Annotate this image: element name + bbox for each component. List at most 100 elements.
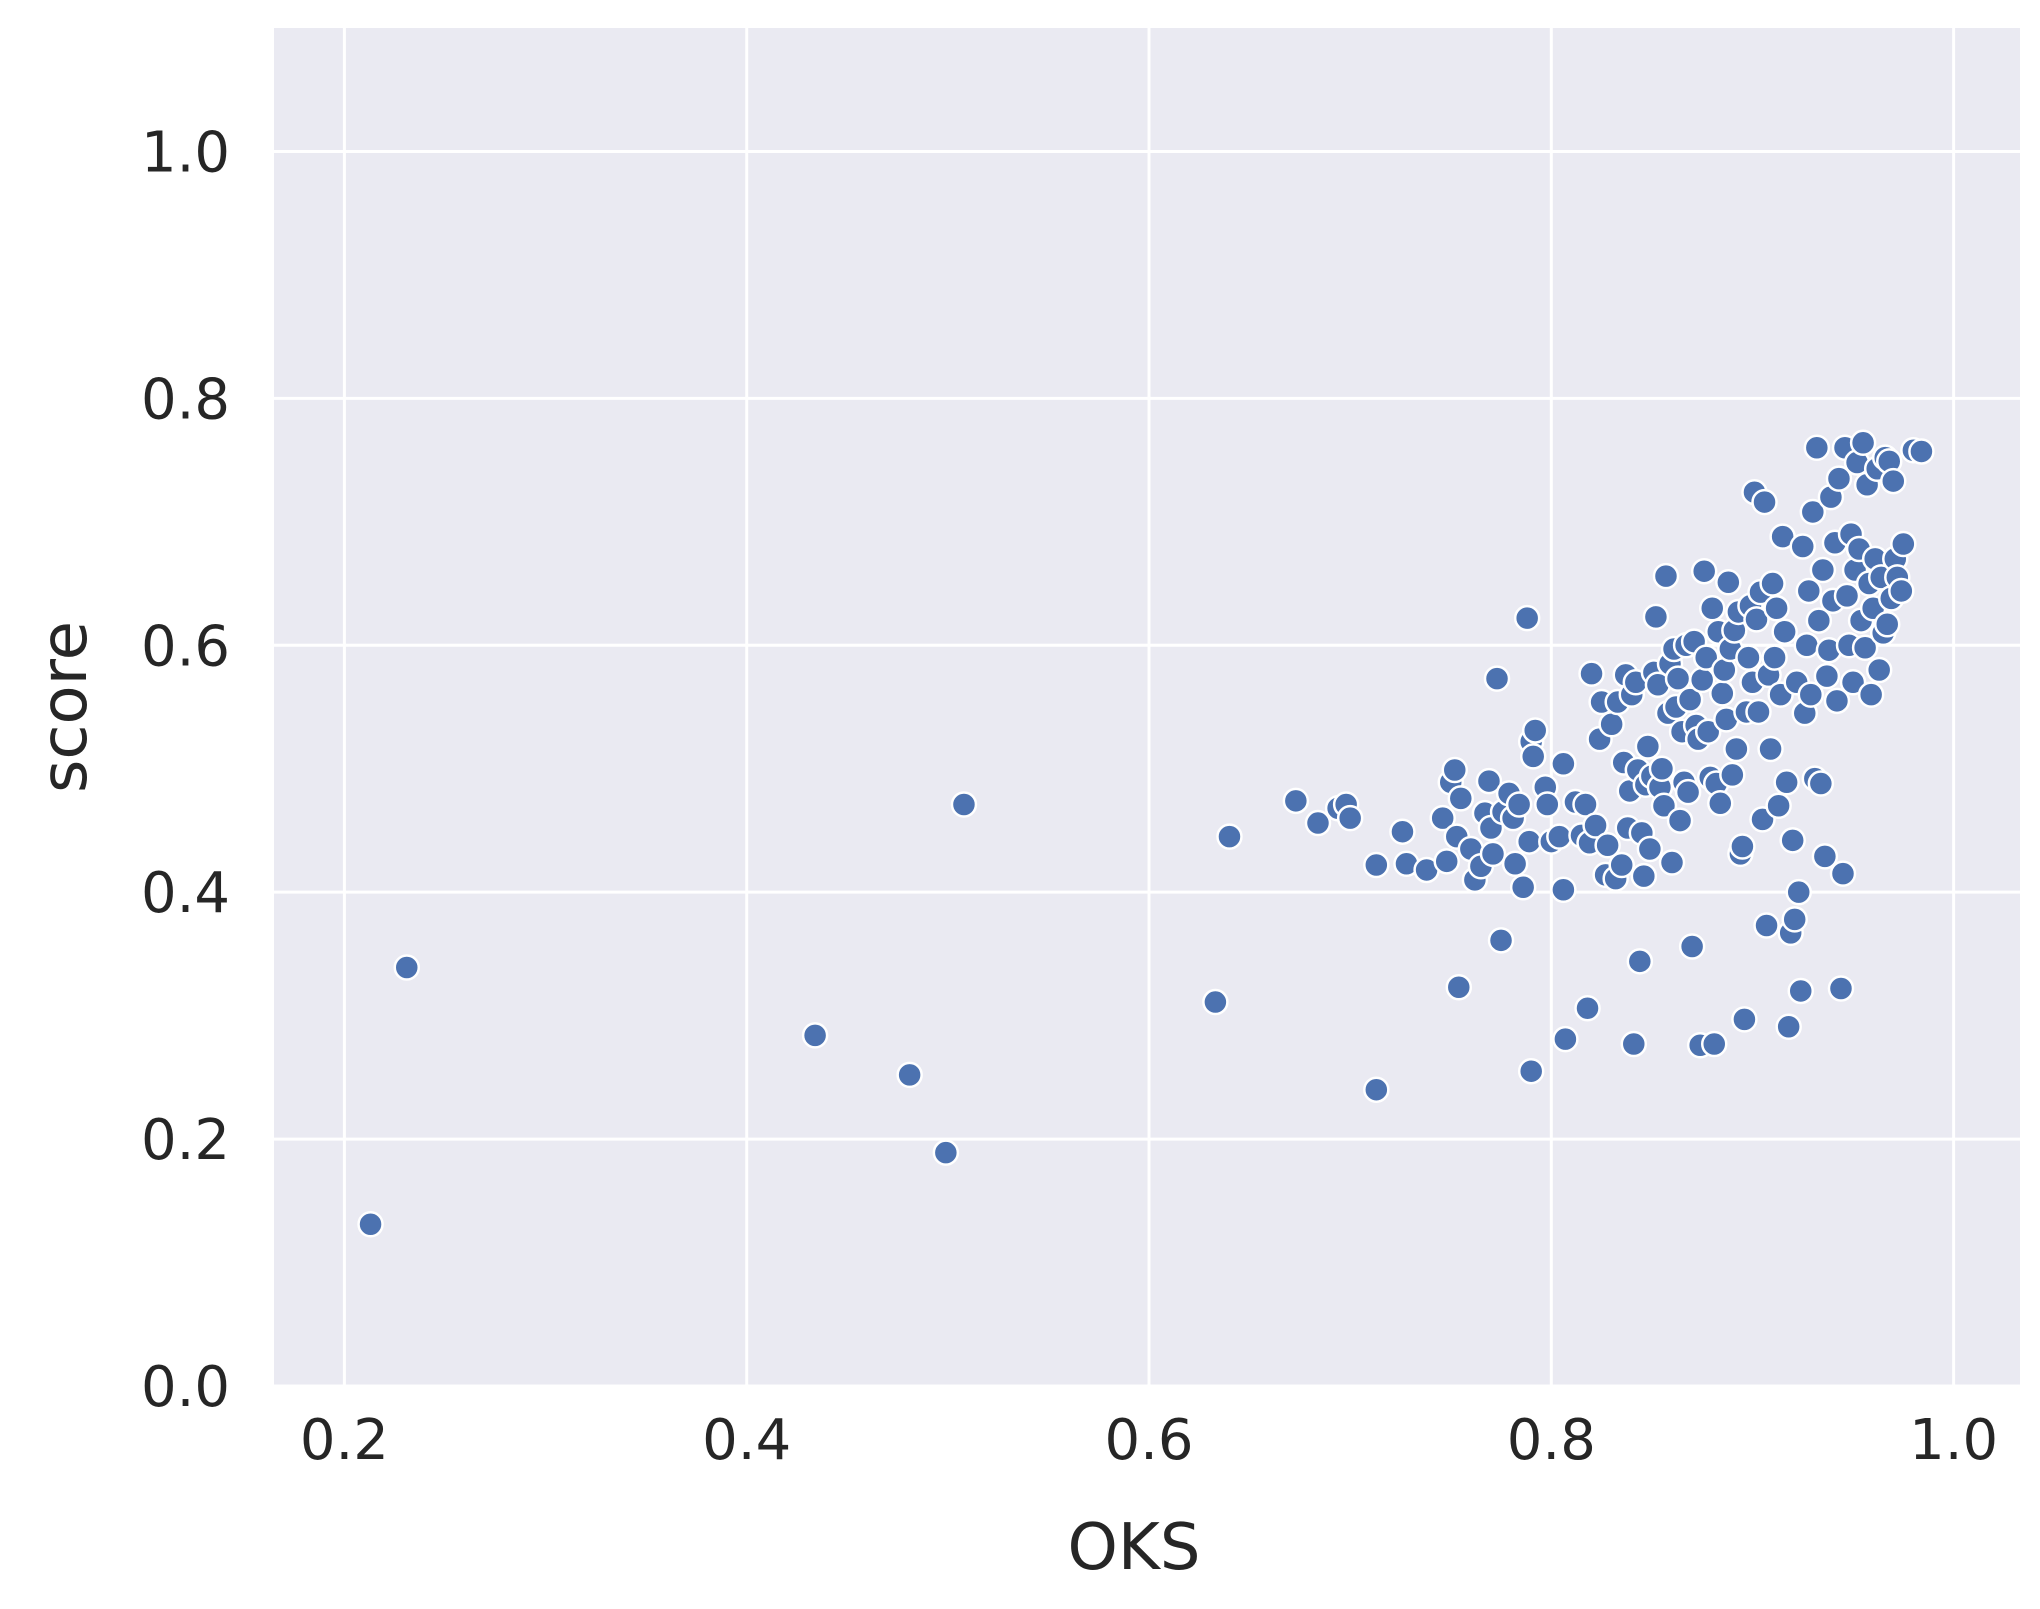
data-point: [1890, 530, 1917, 558]
data-point: [1908, 438, 1935, 465]
data-point: [1743, 606, 1770, 633]
data-point: [1731, 1006, 1758, 1033]
data-point: [1433, 848, 1460, 875]
data-point: [1546, 823, 1573, 850]
data-point: [1598, 711, 1625, 738]
data-point: [1785, 878, 1812, 906]
data-point: [1441, 756, 1469, 784]
data-point: [1487, 927, 1515, 954]
data-point: [1550, 750, 1577, 778]
x-tick-labels: 0.2 0.4 0.6 0.8 1.0: [300, 1408, 1998, 1473]
data-point: [1634, 733, 1662, 760]
y-tick-label: 0.8: [141, 367, 230, 432]
data-point: [1823, 687, 1851, 715]
data-point: [1707, 790, 1734, 817]
data-point: [1698, 594, 1726, 622]
data-point: [1445, 973, 1473, 1001]
data-point: [1799, 498, 1827, 526]
data-point: [1795, 577, 1823, 605]
data-point: [1807, 770, 1835, 797]
data-point: [1429, 804, 1456, 832]
x-axis-label: OKS: [1068, 1511, 1201, 1585]
data-point: [357, 1211, 384, 1238]
data-point: [1805, 607, 1833, 634]
data-point: [1447, 785, 1475, 812]
data-point: [1578, 660, 1605, 687]
data-point: [1517, 1057, 1545, 1085]
data-point: [1839, 669, 1867, 696]
data-point: [1505, 791, 1533, 818]
data-point: [950, 791, 978, 818]
data-point: [1813, 662, 1841, 690]
data-point: [1550, 876, 1577, 903]
data-point: [1715, 569, 1742, 596]
data-point: [1857, 681, 1885, 708]
x-tick-label: 0.2: [300, 1408, 389, 1473]
x-tick-label: 0.6: [1104, 1408, 1193, 1473]
data-point: [1519, 743, 1547, 770]
data-point: [1282, 787, 1310, 815]
x-tick-label: 1.0: [1909, 1408, 1998, 1473]
data-point: [1674, 778, 1702, 806]
data-point: [1793, 632, 1821, 659]
data-point: [1572, 791, 1599, 818]
data-point: [1513, 604, 1541, 632]
data-point: [1216, 823, 1243, 850]
data-point: [1775, 1013, 1802, 1040]
data-point: [1690, 557, 1718, 585]
data-point: [1888, 577, 1915, 605]
data-point: [896, 1061, 923, 1089]
data-point: [1652, 562, 1680, 590]
data-point: [801, 1022, 829, 1049]
data-point: [1666, 807, 1694, 834]
data-point: [1865, 656, 1893, 684]
data-point: [1849, 429, 1877, 457]
data-point: [1475, 767, 1503, 795]
data-point: [1761, 644, 1788, 671]
data-point: [1803, 434, 1831, 461]
y-axis-label: score: [28, 621, 102, 793]
y-tick-label: 1.0: [141, 120, 230, 185]
data-point: [1763, 594, 1790, 622]
data-point: [932, 1139, 960, 1166]
data-point: [1719, 761, 1746, 789]
data-point: [1552, 1025, 1579, 1053]
data-point: [1729, 833, 1756, 860]
data-point: [1336, 804, 1364, 832]
data-point: [1779, 827, 1806, 854]
y-tick-label: 0.2: [141, 1108, 230, 1173]
data-point: [1759, 570, 1786, 597]
data-point: [1509, 873, 1537, 901]
data-point: [1771, 618, 1798, 645]
data-point: [1648, 755, 1676, 782]
data-point: [1678, 933, 1706, 960]
data-point: [1809, 556, 1837, 584]
gridlines: [274, 28, 2020, 1388]
data-point: [1574, 994, 1601, 1022]
data-point: [1642, 603, 1670, 631]
x-tick-label: 0.8: [1507, 1408, 1596, 1473]
data-point: [1765, 792, 1792, 820]
data-point: [1787, 977, 1814, 1005]
data-point: [1594, 832, 1621, 859]
data-point: [1658, 849, 1686, 876]
data-point: [1479, 840, 1507, 868]
data-point: [1650, 792, 1678, 820]
y-tick-labels: 0.0 0.2 0.4 0.6 0.8 1.0: [141, 120, 230, 1420]
data-point: [1630, 862, 1658, 890]
data-point: [1582, 812, 1609, 839]
data-point: [1534, 791, 1561, 818]
data-point: [393, 954, 421, 981]
data-point: [1833, 582, 1861, 610]
data-point: [1797, 681, 1825, 708]
data-point: [1700, 1030, 1728, 1058]
data-point: [1829, 860, 1857, 887]
data-point: [1620, 1030, 1648, 1058]
data-point: [1692, 644, 1720, 671]
data-point: [1363, 1076, 1390, 1103]
data-point: [1202, 988, 1229, 1016]
y-tick-label: 0.0: [141, 1355, 230, 1420]
data-point: [1745, 698, 1772, 726]
data-point: [1757, 735, 1784, 763]
